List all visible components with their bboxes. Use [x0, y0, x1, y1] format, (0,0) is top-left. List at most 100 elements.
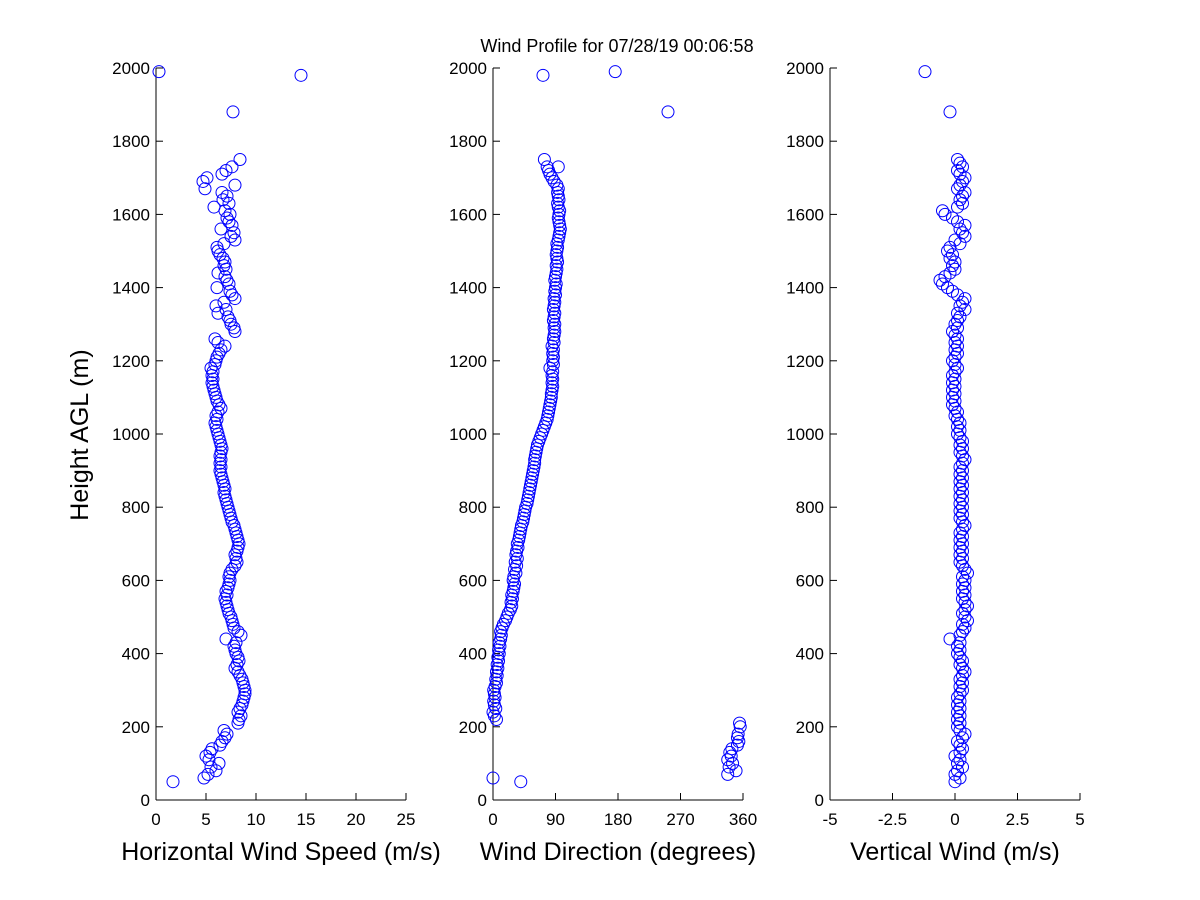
data-point [210, 281, 224, 295]
data-point [226, 105, 240, 119]
data-point [489, 712, 503, 726]
data-point [545, 339, 559, 353]
data-point [166, 775, 180, 789]
y-tick-label: 1800 [449, 132, 487, 151]
data-point [543, 361, 557, 375]
data-point [953, 709, 967, 723]
data-point [953, 482, 967, 496]
data-point [951, 314, 964, 328]
data-point [953, 548, 967, 562]
data-point [948, 387, 962, 401]
data-point [951, 705, 964, 719]
data-point [608, 65, 622, 79]
data-point [956, 493, 969, 507]
y-tick-label: 1000 [112, 425, 150, 444]
data-point [956, 456, 969, 470]
data-point [536, 68, 550, 82]
data-point [721, 767, 735, 781]
data-point [936, 277, 949, 291]
y-tick-label: 400 [459, 645, 487, 664]
data-point [948, 262, 962, 276]
data-point [220, 273, 234, 287]
data-point [953, 680, 967, 694]
x-tick-label: 180 [604, 810, 632, 829]
data-point [537, 153, 551, 166]
data-point [958, 621, 972, 635]
data-point [956, 544, 969, 558]
data-point [198, 182, 212, 196]
data-point [956, 295, 969, 309]
data-point [958, 610, 972, 624]
data-point [731, 727, 745, 741]
y-tick-label: 1400 [112, 279, 150, 298]
data-point [219, 303, 233, 317]
data-point [209, 299, 223, 313]
y-tick-label: 1200 [449, 352, 487, 371]
data-point [958, 573, 972, 587]
y-tick-label: 1000 [449, 425, 487, 444]
data-point [220, 211, 234, 225]
data-point [961, 566, 974, 580]
data-point [546, 365, 560, 379]
data-point [486, 705, 500, 719]
data-point [953, 643, 967, 657]
x-tick-label: 270 [666, 810, 694, 829]
data-point [953, 489, 967, 503]
data-point [943, 251, 957, 265]
data-point [540, 160, 554, 174]
data-point [951, 412, 964, 426]
data-point [225, 160, 239, 174]
y-tick-label: 1600 [449, 205, 487, 224]
data-point [953, 702, 967, 715]
data-point [228, 292, 242, 306]
data-point [204, 361, 218, 375]
data-point [953, 467, 967, 481]
data-point [956, 486, 969, 500]
data-point [958, 229, 972, 243]
data-point [528, 456, 542, 470]
y-tick-label: 2000 [112, 59, 150, 78]
data-point [956, 584, 969, 598]
y-tick-label: 1400 [786, 279, 824, 298]
data-point [953, 738, 967, 752]
data-point [956, 508, 969, 522]
data-point [216, 193, 230, 207]
data-point [228, 178, 242, 192]
y-tick-label: 0 [815, 791, 824, 810]
data-point [956, 174, 969, 188]
data-point [958, 292, 972, 306]
data-point [948, 233, 962, 247]
panel-vertical-wind: 0 200 400 600 800 1000 1200 1400 1600 1800 2000 -5 -… [786, 59, 1085, 866]
data-point [661, 105, 675, 119]
y-tick-label: 2000 [786, 59, 824, 78]
data-point [212, 756, 226, 770]
data-point [953, 694, 967, 708]
data-point [228, 233, 242, 247]
data-point [234, 709, 248, 723]
data-point [953, 423, 967, 437]
data-point [956, 625, 969, 639]
data-point [230, 658, 244, 672]
data-point [941, 244, 954, 258]
data-point [233, 153, 247, 166]
x-tick-label: 0 [488, 810, 497, 829]
data-point [951, 332, 964, 346]
data-point [956, 669, 969, 683]
data-point [219, 632, 233, 646]
y-tick-label: 1400 [449, 279, 487, 298]
data-point [214, 343, 228, 357]
data-point [951, 712, 964, 726]
data-point [210, 240, 224, 254]
data-point [951, 720, 964, 734]
y-tick-label: 1600 [786, 205, 824, 224]
data-point [953, 431, 967, 445]
y-tick-label: 400 [122, 645, 150, 664]
data-point [210, 350, 224, 364]
data-point [222, 277, 236, 291]
data-point [953, 650, 967, 664]
data-point [722, 760, 736, 774]
data-point [956, 464, 969, 478]
data-point [953, 178, 967, 192]
data-point [953, 156, 967, 170]
